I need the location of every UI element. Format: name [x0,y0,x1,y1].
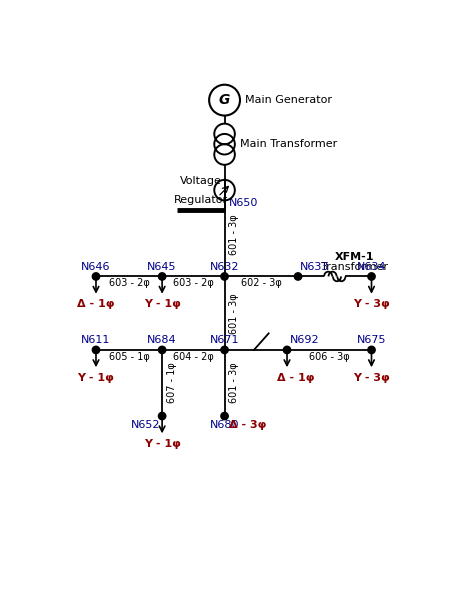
Text: Δ - 1φ: Δ - 1φ [77,299,115,309]
Text: N692: N692 [290,335,319,345]
Text: Y - 3φ: Y - 3φ [353,299,390,309]
Text: 606 - 3φ: 606 - 3φ [309,352,350,362]
Text: 603 - 2φ: 603 - 2φ [109,278,149,288]
Text: N652: N652 [131,420,160,430]
Text: XFM-1: XFM-1 [335,252,375,262]
Text: Main Transformer: Main Transformer [240,139,337,149]
Circle shape [221,273,228,280]
Circle shape [158,273,166,280]
Text: N633: N633 [300,262,329,272]
Text: N684: N684 [147,335,177,345]
Text: Y - 3φ: Y - 3φ [353,373,390,383]
Text: Δ - 3φ: Δ - 3φ [229,420,266,430]
Circle shape [221,412,228,420]
Text: N611: N611 [82,335,110,345]
Text: 605 - 1φ: 605 - 1φ [109,352,149,362]
Text: Δ - 1φ: Δ - 1φ [277,373,315,383]
Text: 604 - 2φ: 604 - 2φ [173,352,214,362]
Text: 607 - 1φ: 607 - 1φ [166,362,176,403]
Circle shape [92,273,100,280]
Text: Transformer: Transformer [321,262,389,272]
Text: N632: N632 [210,262,239,272]
Text: Regulator: Regulator [173,194,228,205]
Circle shape [368,273,375,280]
Text: N675: N675 [357,335,386,345]
Text: N671: N671 [210,335,239,345]
Text: N680: N680 [210,420,239,430]
Text: Voltage: Voltage [180,176,222,186]
Text: Y - 1φ: Y - 1φ [144,299,181,309]
Circle shape [294,273,301,280]
Circle shape [158,346,166,353]
Circle shape [158,412,166,420]
Text: 601 - 3φ: 601 - 3φ [229,293,239,334]
Text: Y - 1φ: Y - 1φ [144,439,181,449]
Circle shape [368,346,375,353]
Circle shape [92,346,100,353]
Text: 601 - 3φ: 601 - 3φ [229,362,239,403]
Text: N650: N650 [229,199,258,208]
Text: Main Generator: Main Generator [246,95,332,105]
Text: N646: N646 [81,262,111,272]
Text: N634: N634 [357,262,386,272]
Text: Y - 1φ: Y - 1φ [78,373,114,383]
Circle shape [221,346,228,353]
Text: N645: N645 [147,262,177,272]
Text: 602 - 3φ: 602 - 3φ [241,278,282,288]
Text: 601 - 3φ: 601 - 3φ [229,214,239,255]
Circle shape [283,346,291,353]
Text: G: G [219,93,230,107]
Text: 603 - 2φ: 603 - 2φ [173,278,214,288]
